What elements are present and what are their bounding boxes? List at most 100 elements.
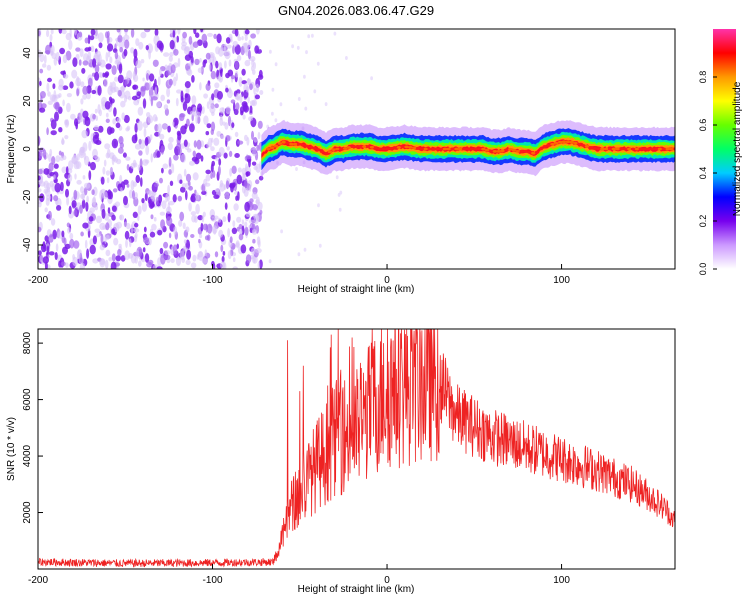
signal-core [500, 149, 505, 153]
noise-blob [95, 29, 98, 33]
noise-blob [164, 254, 171, 260]
noise-blob [160, 145, 165, 155]
signal-core [523, 150, 528, 153]
noise-blob [92, 58, 97, 68]
signal-core [377, 147, 382, 151]
noise-blob [222, 121, 226, 126]
noise-blob [168, 136, 174, 143]
noise-blob [228, 59, 232, 67]
noise-blob [167, 125, 171, 133]
signal-core [611, 147, 617, 151]
signal-core [665, 147, 670, 151]
snr-x-tick-label: 100 [553, 575, 570, 586]
noise-blob [199, 82, 202, 91]
noise-blob [227, 227, 231, 238]
noise-blob [64, 119, 68, 125]
signal-core [642, 147, 647, 151]
noise-blob [192, 41, 199, 48]
noise-blob [99, 244, 105, 251]
noise-blob [111, 138, 119, 149]
noise-blob [186, 148, 192, 153]
noise-blob [44, 235, 49, 242]
noise-blob [69, 238, 75, 249]
noise-blob [180, 153, 186, 163]
noise-blob [177, 195, 183, 202]
noise-blob [191, 214, 197, 223]
noise-blob [213, 228, 217, 235]
noise-blob [258, 69, 263, 78]
signal-core [531, 151, 536, 155]
noise-blob [221, 107, 225, 113]
signal-core [573, 141, 578, 145]
noise-blob [235, 240, 240, 249]
noise-blob [42, 256, 49, 264]
noise-blob [198, 251, 204, 262]
noise-blob [222, 216, 227, 223]
noise-blob [118, 243, 122, 248]
noise-blob [95, 115, 98, 121]
noise-blob [118, 63, 123, 74]
noise-blob [179, 211, 185, 222]
noise-blob [47, 100, 53, 106]
noise-blob [97, 125, 104, 133]
noise-blob [188, 202, 192, 212]
noise-blob [166, 216, 173, 227]
noise-blob [233, 101, 236, 112]
noise-blob [100, 233, 104, 244]
spectrogram-noise [38, 29, 373, 269]
noise-blob [216, 90, 223, 100]
signal-core [650, 147, 655, 151]
noise-blob [245, 254, 252, 264]
noise-blob [79, 262, 86, 269]
noise-blob [189, 110, 195, 116]
noise-blob [205, 169, 211, 175]
noise-blob [201, 106, 205, 114]
noise-blob [39, 68, 44, 74]
noise-blob [214, 251, 219, 258]
noise-blob [205, 52, 211, 60]
noise-blob [218, 62, 223, 70]
noise-blob [94, 32, 99, 39]
noise-blob [101, 208, 106, 219]
noise-blob [216, 33, 222, 44]
signal-core [630, 147, 636, 151]
noise-blob [82, 222, 89, 229]
signal-core [281, 140, 286, 144]
noise-blob [219, 117, 224, 126]
noise-blob [65, 166, 69, 175]
noise-blob [109, 56, 113, 64]
noise-blob [85, 201, 89, 212]
noise-blob [47, 210, 52, 221]
signal-core [615, 147, 620, 151]
noise-blob [65, 32, 72, 41]
noise-blob [190, 234, 195, 238]
noise-blob [81, 199, 86, 209]
noise-blob [222, 261, 227, 269]
signal-core [308, 145, 313, 149]
noise-blob [88, 216, 94, 222]
noise-blob [213, 137, 220, 146]
noise-blob [231, 75, 235, 80]
noise-blob [39, 181, 46, 187]
noise-blob [200, 29, 204, 33]
noise-blob [185, 173, 192, 182]
noise-blob [143, 226, 147, 233]
noise-blob [76, 179, 82, 185]
noise-blob [135, 38, 140, 47]
noise-blob [89, 35, 95, 41]
snr-series-line [38, 329, 675, 568]
noise-blob [232, 45, 235, 54]
noise-blob [168, 169, 172, 175]
noise-blob [143, 237, 150, 244]
noise-blob [144, 137, 149, 147]
noise-blob [73, 240, 80, 249]
noise-blob [225, 180, 230, 190]
signal-core [654, 147, 659, 151]
noise-blob [43, 168, 50, 175]
noise-blob [134, 143, 142, 150]
spectrogram-y-ticks: -40 -20 0 20 40 [22, 47, 43, 252]
noise-blob [109, 127, 115, 134]
noise-blob [115, 255, 122, 262]
noise-blob [253, 62, 256, 70]
noise-blob [79, 204, 83, 214]
